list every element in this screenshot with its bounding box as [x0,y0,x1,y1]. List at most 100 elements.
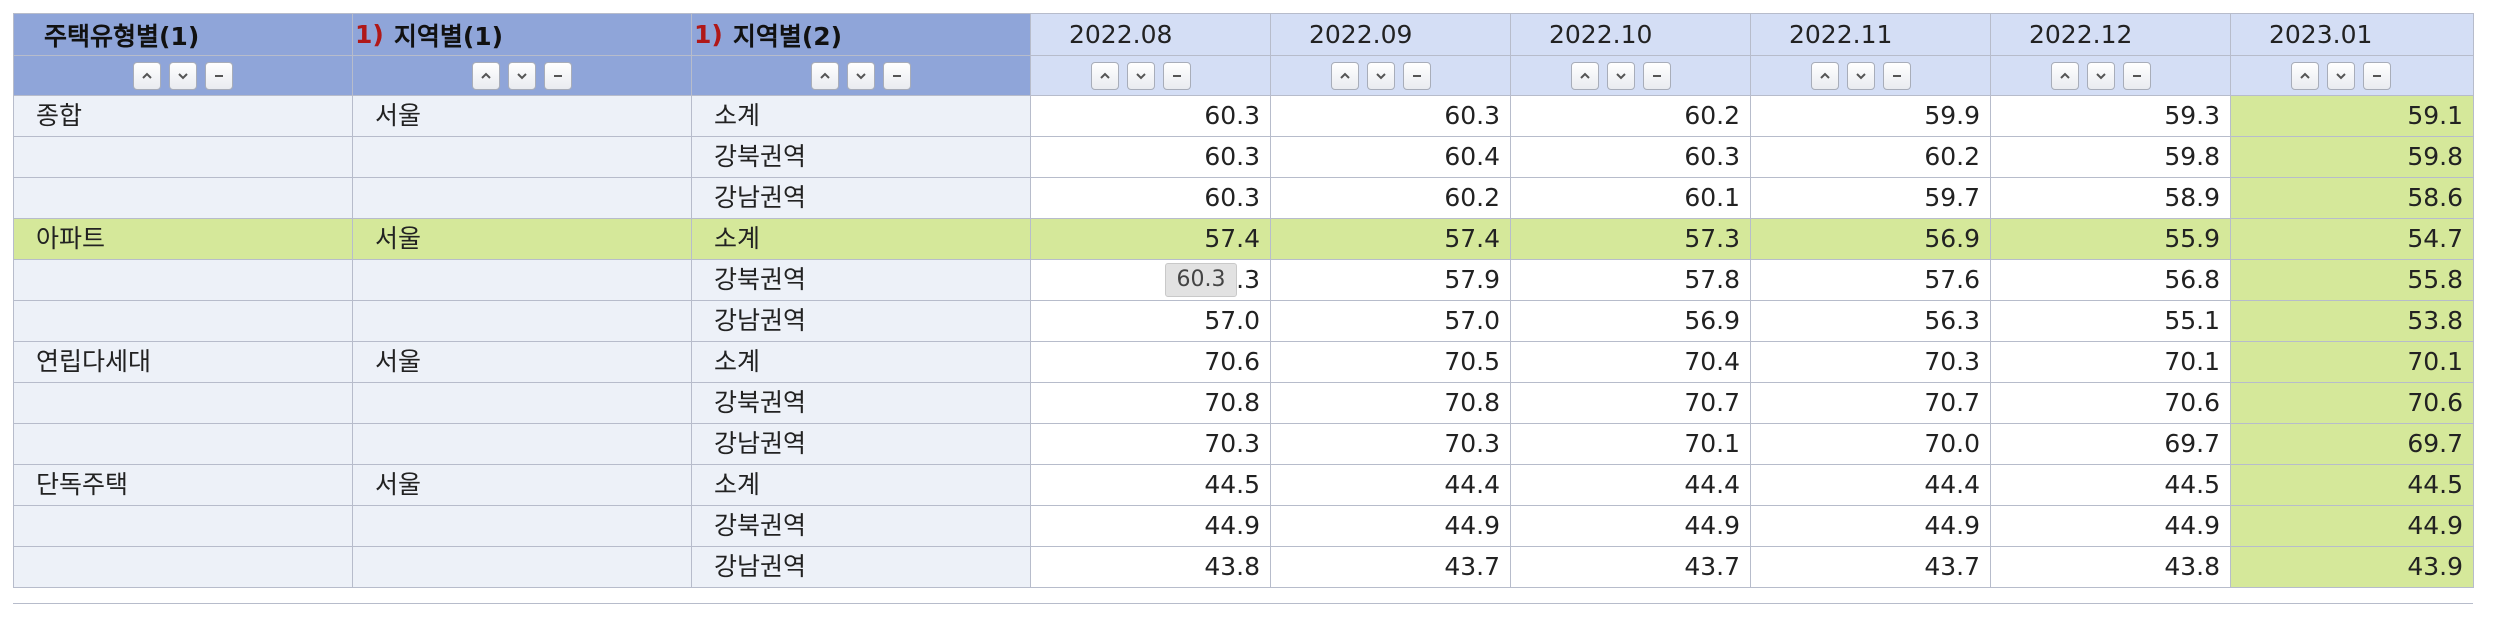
value-cell[interactable]: 57.0 [1270,300,1511,342]
sort-desc-button[interactable] [847,61,875,90]
sort-asc-button[interactable] [1331,61,1359,90]
value-cell[interactable]: 70.1 [1990,341,2231,383]
value-cell[interactable]: 57.0 [1030,300,1271,342]
sort-desc-button[interactable] [1367,61,1395,90]
value-cell[interactable]: 56.3 [1750,300,1991,342]
value-cell[interactable]: 59.8 [2230,136,2474,178]
sort-asc-button[interactable] [1091,61,1119,90]
value-cell[interactable]: 44.9 [1270,505,1511,547]
sort-asc-button[interactable] [2291,61,2319,90]
period-header[interactable]: 2022.09 [1270,13,1511,56]
value-cell[interactable]: 59.3 [1990,95,2231,137]
value-cell[interactable]: 55.9 [1990,218,2231,260]
remove-column-button[interactable] [2363,61,2391,90]
sort-asc-button[interactable] [2051,61,2079,90]
value-cell[interactable]: 56.8 [1990,259,2231,301]
value-cell[interactable]: 60.3 [1030,136,1271,178]
value-cell[interactable]: 43.8 [1030,546,1271,588]
value-cell[interactable]: 44.9 [2230,505,2474,547]
period-header[interactable]: 2022.12 [1990,13,2231,56]
value-cell[interactable]: 57.3 [1510,218,1751,260]
value-cell[interactable]: 56.9 [1510,300,1751,342]
sort-desc-button[interactable] [1127,61,1155,90]
sort-desc-button[interactable] [2327,61,2355,90]
value-cell[interactable]: 43.7 [1750,546,1991,588]
value-cell[interactable]: 44.5 [2230,464,2474,506]
remove-column-button[interactable] [1643,61,1671,90]
value-cell[interactable]: 57.9 [1270,259,1511,301]
remove-column-button[interactable] [883,61,911,90]
value-cell[interactable]: 43.8 [1990,546,2231,588]
value-cell[interactable]: 43.9 [2230,546,2474,588]
value-cell[interactable]: 44.9 [1750,505,1991,547]
sort-asc-button[interactable] [811,61,839,90]
sort-desc-button[interactable] [169,61,197,90]
value-cell[interactable]: 70.4 [1510,341,1751,383]
period-header[interactable]: 2023.01 [2230,13,2474,56]
value-cell[interactable]: 70.3 [1750,341,1991,383]
value-cell[interactable]: 69.7 [2230,423,2474,465]
value-cell[interactable]: 70.1 [1510,423,1751,465]
value-cell[interactable]: 70.7 [1510,382,1751,424]
value-cell[interactable]: 70.1 [2230,341,2474,383]
value-cell[interactable]: 70.6 [1030,341,1271,383]
sort-desc-button[interactable] [1607,61,1635,90]
value-cell[interactable]: 60.2 [1270,177,1511,219]
value-cell[interactable]: 60.3 [1030,95,1271,137]
value-cell[interactable]: 57.6 [1750,259,1991,301]
value-cell[interactable]: 70.3 [1270,423,1511,465]
value-cell[interactable]: 60.1 [1510,177,1751,219]
value-cell[interactable]: 59.1 [2230,95,2474,137]
value-cell[interactable]: 44.9 [1990,505,2231,547]
value-cell[interactable]: 44.4 [1510,464,1751,506]
remove-column-button[interactable] [544,61,572,90]
value-cell[interactable]: 60.2 [1750,136,1991,178]
value-cell[interactable]: 69.7 [1990,423,2231,465]
sort-asc-button[interactable] [472,61,500,90]
value-cell[interactable]: 59.7 [1750,177,1991,219]
sort-desc-button[interactable] [1847,61,1875,90]
value-cell[interactable]: 44.9 [1510,505,1751,547]
remove-column-button[interactable] [1403,61,1431,90]
value-cell[interactable]: 57.4 [1030,218,1271,260]
value-cell[interactable]: 58.9 [1990,177,2231,219]
value-cell[interactable]: 53.8 [2230,300,2474,342]
value-cell[interactable]: 59.8 [1990,136,2231,178]
value-cell[interactable]: 44.4 [1750,464,1991,506]
value-cell[interactable]: 43.7 [1270,546,1511,588]
sort-asc-button[interactable] [133,61,161,90]
value-cell[interactable]: 60.3 [1270,95,1511,137]
period-header[interactable]: 2022.10 [1510,13,1751,56]
value-cell[interactable]: 70.6 [2230,382,2474,424]
sort-asc-button[interactable] [1811,61,1839,90]
value-cell[interactable]: 59.9 [1750,95,1991,137]
value-cell[interactable]: 57.4 [1270,218,1511,260]
value-cell[interactable]: 70.0 [1750,423,1991,465]
value-cell[interactable]: 55.8 [2230,259,2474,301]
value-cell[interactable]: 70.6 [1990,382,2231,424]
value-cell[interactable]: 70.3 [1030,423,1271,465]
value-cell[interactable]: 60.3 [1030,177,1271,219]
remove-column-button[interactable] [1163,61,1191,90]
period-header[interactable]: 2022.08 [1030,13,1271,56]
value-cell[interactable]: 54.7 [2230,218,2474,260]
dim-header-housing-type[interactable]: 주택유형별(1) [13,13,353,56]
value-cell[interactable]: 60.2 [1510,95,1751,137]
value-cell[interactable]: 70.8 [1030,382,1271,424]
value-cell[interactable]: 56.9 [1750,218,1991,260]
sort-asc-button[interactable] [1571,61,1599,90]
value-cell[interactable]: 60.3 [1510,136,1751,178]
value-cell[interactable]: 43.7 [1510,546,1751,588]
value-cell[interactable]: 57.8 [1510,259,1751,301]
sort-desc-button[interactable] [508,61,536,90]
value-cell[interactable]: 55.1 [1990,300,2231,342]
period-header[interactable]: 2022.11 [1750,13,1991,56]
sort-desc-button[interactable] [2087,61,2115,90]
value-cell[interactable]: 44.5 [1990,464,2231,506]
value-cell[interactable]: 44.9 [1030,505,1271,547]
remove-column-button[interactable] [205,61,233,90]
value-cell[interactable]: 58.6 [2230,177,2474,219]
value-cell[interactable]: 70.5 [1270,341,1511,383]
dim-header-region-1[interactable]: 1) 지역별(1) [352,13,692,56]
remove-column-button[interactable] [1883,61,1911,90]
